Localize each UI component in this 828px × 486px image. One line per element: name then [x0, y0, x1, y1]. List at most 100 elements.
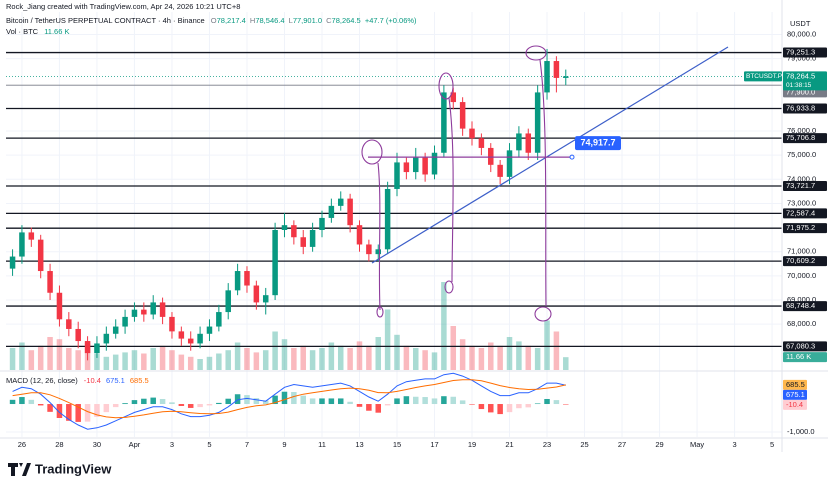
- candle-body: [469, 128, 475, 139]
- volume-bar: [488, 342, 494, 370]
- annotation-label-bg: [575, 136, 621, 151]
- macd-histogram-bar: [450, 396, 457, 405]
- ohlc-value: 78,264.5: [332, 16, 361, 25]
- circle-mark: [444, 280, 454, 294]
- y-tick-label: 73,000.0: [787, 198, 816, 207]
- macd-legend: MACD (12, 26, close) -10.4 675.1 685.5: [6, 376, 149, 385]
- macd-histogram-bar: [244, 395, 250, 405]
- volume-bar: [75, 350, 81, 370]
- candle-body: [150, 302, 156, 315]
- candle-body: [525, 133, 532, 153]
- volume-bar: [131, 350, 138, 370]
- macd-legend-value: 685.5: [130, 376, 149, 385]
- ohlc-key: C: [326, 16, 332, 25]
- candle-body: [403, 162, 410, 173]
- macd-histogram-bar: [488, 404, 494, 413]
- macd-histogram-bar: [516, 404, 522, 409]
- level-label: 76,933.8: [786, 103, 815, 112]
- x-tick-label: Apr: [129, 440, 141, 449]
- level-label: 72,587.4: [786, 208, 815, 217]
- y-tick-label: 80,000.0: [787, 29, 816, 38]
- candle-body: [234, 271, 241, 291]
- annotation-dot: [569, 154, 575, 160]
- candle-body: [178, 331, 185, 339]
- macd-histogram-bar: [103, 404, 110, 413]
- macd-histogram-bar: [75, 404, 81, 422]
- macd-histogram-bar: [150, 397, 156, 405]
- candle-body: [459, 102, 466, 129]
- volume-bar: [244, 348, 250, 370]
- candle-body: [291, 225, 297, 238]
- candle-body: [300, 237, 306, 247]
- volume-bar: [394, 334, 400, 370]
- candle-body: [103, 333, 110, 344]
- volume-bar: [413, 348, 419, 370]
- x-tick-label: 5: [770, 440, 774, 449]
- macd-histogram-bar: [281, 391, 288, 405]
- candle-body: [347, 198, 353, 226]
- macd-histogram-bar: [563, 404, 569, 405]
- x-tick-label: 30: [93, 440, 101, 449]
- macd-histogram-bar: [356, 404, 363, 407]
- candle-body: [431, 152, 438, 175]
- macd-histogram-bar: [347, 401, 353, 405]
- macd-histogram-bar: [403, 396, 410, 405]
- x-tick-label: 11: [318, 440, 326, 449]
- volume-bar: [534, 348, 541, 370]
- candle-body: [563, 76, 569, 78]
- candle-body: [553, 61, 560, 78]
- macd-histogram-bar: [225, 398, 231, 405]
- volume-bar: [300, 345, 306, 370]
- candle-body: [281, 225, 288, 230]
- macd-histogram-bar: [337, 398, 344, 405]
- macd-histogram-bar: [291, 392, 297, 405]
- candle-body: [319, 217, 325, 230]
- ohlc-value: 78,217.4: [217, 16, 246, 25]
- volume-bar: [441, 282, 447, 370]
- macd-histogram-bar: [9, 399, 16, 405]
- macd-histogram-bar: [422, 397, 428, 405]
- macd-histogram-bar: [141, 398, 147, 405]
- volume-bar: [375, 337, 381, 370]
- ohlc-key: O: [211, 16, 217, 25]
- macd-histogram-bar: [525, 404, 532, 408]
- circle-mark: [438, 72, 454, 100]
- volume-bar: [178, 354, 185, 370]
- candle-body: [112, 326, 119, 334]
- x-tick-label: 23: [543, 440, 551, 449]
- candle-body: [19, 232, 25, 257]
- volume-bar: [553, 331, 560, 370]
- volume-bar: [19, 342, 25, 370]
- volume-bar: [563, 357, 569, 370]
- macd-histogram-bar: [309, 398, 316, 405]
- volume-bar: [422, 350, 428, 370]
- candle-body: [422, 157, 428, 175]
- macd-line: [12, 372, 566, 430]
- volume-bar: [159, 345, 166, 370]
- volume-bar: [337, 345, 344, 370]
- volume-bar: [169, 350, 175, 370]
- macd-histogram-bar: [413, 396, 419, 405]
- volume-legend: Vol · BTC 11.66 K: [6, 27, 70, 36]
- candle-body: [516, 133, 522, 151]
- volume-bar: [281, 339, 288, 370]
- volume-bar: [225, 350, 231, 370]
- volume-label: 11.66 K: [786, 352, 811, 361]
- level-label: 75,706.8: [786, 133, 815, 142]
- x-tick-label: 27: [618, 440, 626, 449]
- macd-histogram-bar: [122, 403, 128, 405]
- macd-histogram-bar: [28, 399, 35, 405]
- x-tick-label: 13: [355, 440, 363, 449]
- volume-bar: [347, 348, 353, 370]
- x-tick-label: 3: [170, 440, 174, 449]
- volume-bar: [253, 352, 260, 370]
- logo: TradingView: [8, 461, 112, 476]
- circle-mark: [534, 306, 552, 322]
- last-price-label: 78,264.5: [786, 71, 815, 80]
- volume-label-bg: [783, 352, 827, 363]
- macd-histogram-bar: [300, 395, 306, 405]
- volume-bar: [94, 353, 100, 370]
